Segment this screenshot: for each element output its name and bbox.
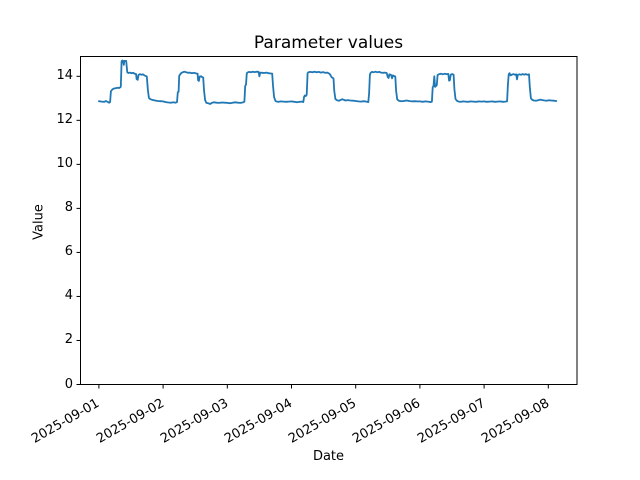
y-tick-label: 2 xyxy=(64,332,73,348)
x-axis-label: Date xyxy=(312,449,345,464)
y-tick-label: 4 xyxy=(64,288,73,304)
y-axis-label: Value xyxy=(31,204,47,240)
y-tick-label: 14 xyxy=(56,68,73,84)
y-tick-label: 0 xyxy=(64,376,73,392)
y-tick-label: 12 xyxy=(56,112,73,128)
plot-frame xyxy=(80,56,578,385)
y-tick-label: 10 xyxy=(56,156,73,172)
y-tick-label: 8 xyxy=(64,200,73,216)
chart-title: Parameter values xyxy=(253,33,404,53)
y-tick-label: 6 xyxy=(64,244,73,260)
parameter-series-line xyxy=(98,59,558,105)
